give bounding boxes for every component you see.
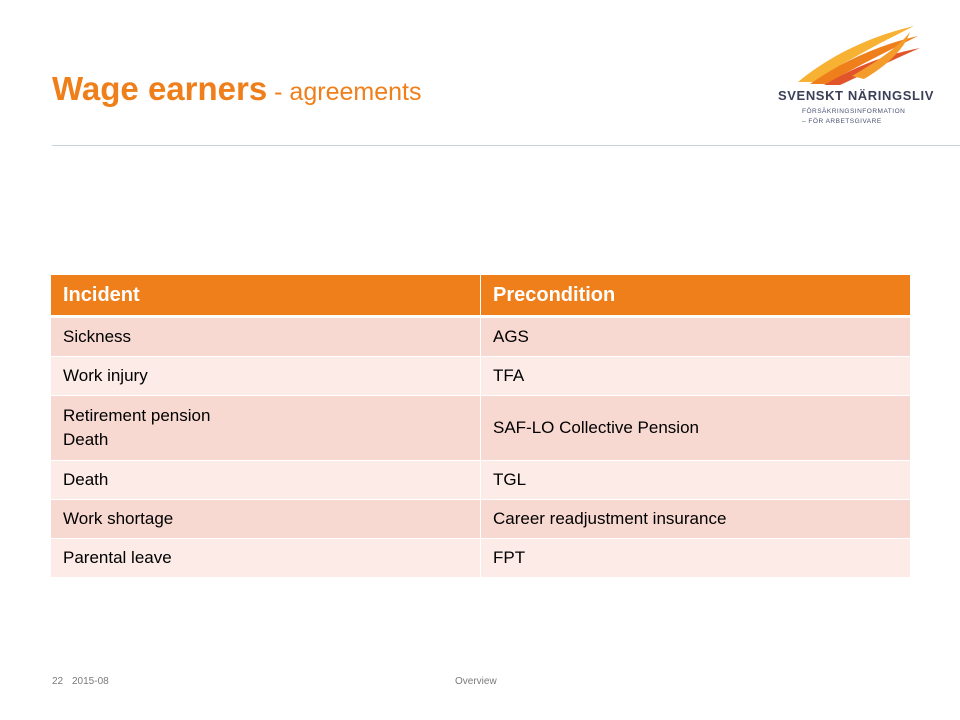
precondition-cell: FPT bbox=[480, 538, 911, 578]
incident-cell: Death bbox=[50, 460, 481, 500]
slide-title: Wage earners - agreements bbox=[52, 70, 421, 108]
bird-wing-icon bbox=[798, 26, 920, 85]
company-logo: SVENSKT NÄRINGSLIV FÖRSÄKRINGSINFORMATIO… bbox=[772, 24, 933, 134]
logo-name: SVENSKT NÄRINGSLIV bbox=[778, 88, 934, 103]
incident-cell: Retirement pension Death bbox=[50, 395, 481, 461]
table-row: Retirement pension Death SAF-LO Collecti… bbox=[50, 395, 911, 461]
precondition-cell: AGS bbox=[480, 316, 911, 357]
incident-cell: Work shortage bbox=[50, 499, 481, 539]
incident-text: Parental leave bbox=[63, 548, 172, 567]
precondition-cell: SAF-LO Collective Pension bbox=[480, 395, 911, 461]
incident-cell: Sickness bbox=[50, 316, 481, 357]
precondition-cell: TFA bbox=[480, 356, 911, 396]
header-precondition: Precondition bbox=[480, 274, 911, 318]
agreements-table: Incident Precondition Sickness AGS Work … bbox=[50, 274, 911, 578]
title-divider bbox=[52, 145, 960, 146]
header-incident: Incident bbox=[50, 274, 481, 318]
precondition-cell: TGL bbox=[480, 460, 911, 500]
table-row: Work injury TFA bbox=[50, 356, 911, 396]
incident-text: Work injury bbox=[63, 366, 148, 385]
footer-section: Overview bbox=[455, 676, 497, 687]
incident-text: Death bbox=[63, 470, 109, 489]
incident-text: Retirement pension bbox=[63, 406, 211, 425]
incident-text: Sickness bbox=[63, 327, 132, 346]
logo-tagline-1: FÖRSÄKRINGSINFORMATION bbox=[802, 108, 906, 115]
table-header-row: Incident Precondition bbox=[50, 274, 911, 318]
table-row: Death TGL bbox=[50, 460, 911, 500]
page-number: 22 bbox=[52, 676, 64, 687]
incident-text: Death bbox=[63, 430, 109, 449]
precondition-cell: Career readjustment insurance bbox=[480, 499, 911, 539]
table-row: Sickness AGS bbox=[50, 316, 911, 357]
slide-title-main: Wage earners bbox=[52, 70, 268, 107]
footer-date: 2015-08 bbox=[72, 676, 109, 687]
logo-tagline-2: – FÖR ARBETSGIVARE bbox=[802, 118, 882, 125]
table-row: Parental leave FPT bbox=[50, 538, 911, 578]
incident-cell: Parental leave bbox=[50, 538, 481, 578]
slide-title-sub: - agreements bbox=[267, 78, 422, 106]
incident-cell: Work injury bbox=[50, 356, 481, 396]
table-row: Work shortage Career readjustment insura… bbox=[50, 499, 911, 539]
incident-text: Work shortage bbox=[63, 509, 174, 528]
